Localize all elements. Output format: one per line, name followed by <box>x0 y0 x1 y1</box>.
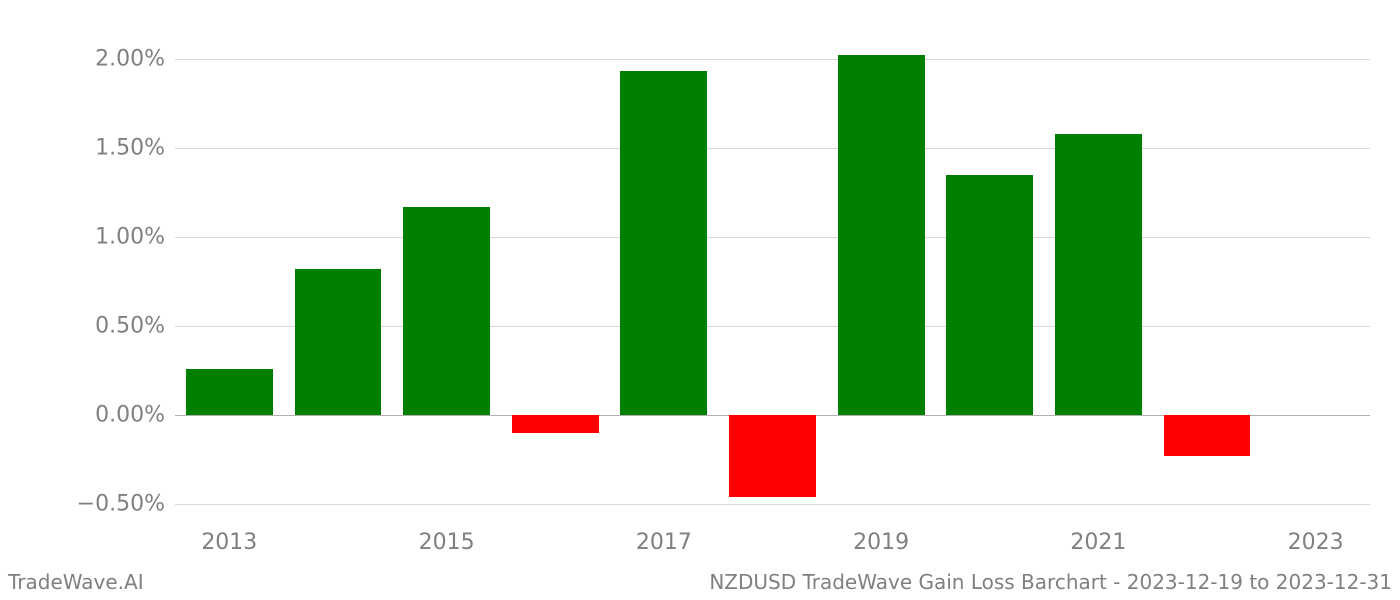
x-tick-label: 2023 <box>1288 522 1344 555</box>
bar <box>1164 415 1251 456</box>
x-tick-label: 2019 <box>853 522 909 555</box>
bar <box>620 71 707 415</box>
bar <box>403 207 490 415</box>
y-tick-label: 1.00% <box>95 224 175 249</box>
plot-area: −0.50%0.00%0.50%1.00%1.50%2.00%201320152… <box>175 32 1370 522</box>
y-tick-label: 0.50% <box>95 314 175 339</box>
footer-right-caption: NZDUSD TradeWave Gain Loss Barchart - 20… <box>709 570 1392 594</box>
gridline <box>175 237 1370 238</box>
x-tick-label: 2017 <box>636 522 692 555</box>
gridline <box>175 504 1370 505</box>
bar <box>512 415 599 433</box>
x-tick-label: 2013 <box>201 522 257 555</box>
bar <box>838 55 925 415</box>
footer-left-brand: TradeWave.AI <box>8 570 144 594</box>
y-tick-label: 0.00% <box>95 403 175 428</box>
x-tick-label: 2015 <box>419 522 475 555</box>
gridline <box>175 148 1370 149</box>
y-tick-label: −0.50% <box>77 492 175 517</box>
gridline <box>175 59 1370 60</box>
bar <box>729 415 816 497</box>
bar <box>946 175 1033 416</box>
bar <box>295 269 382 415</box>
bar <box>1055 134 1142 416</box>
y-tick-label: 2.00% <box>95 46 175 71</box>
bar <box>186 369 273 415</box>
x-tick-label: 2021 <box>1070 522 1126 555</box>
y-tick-label: 1.50% <box>95 135 175 160</box>
